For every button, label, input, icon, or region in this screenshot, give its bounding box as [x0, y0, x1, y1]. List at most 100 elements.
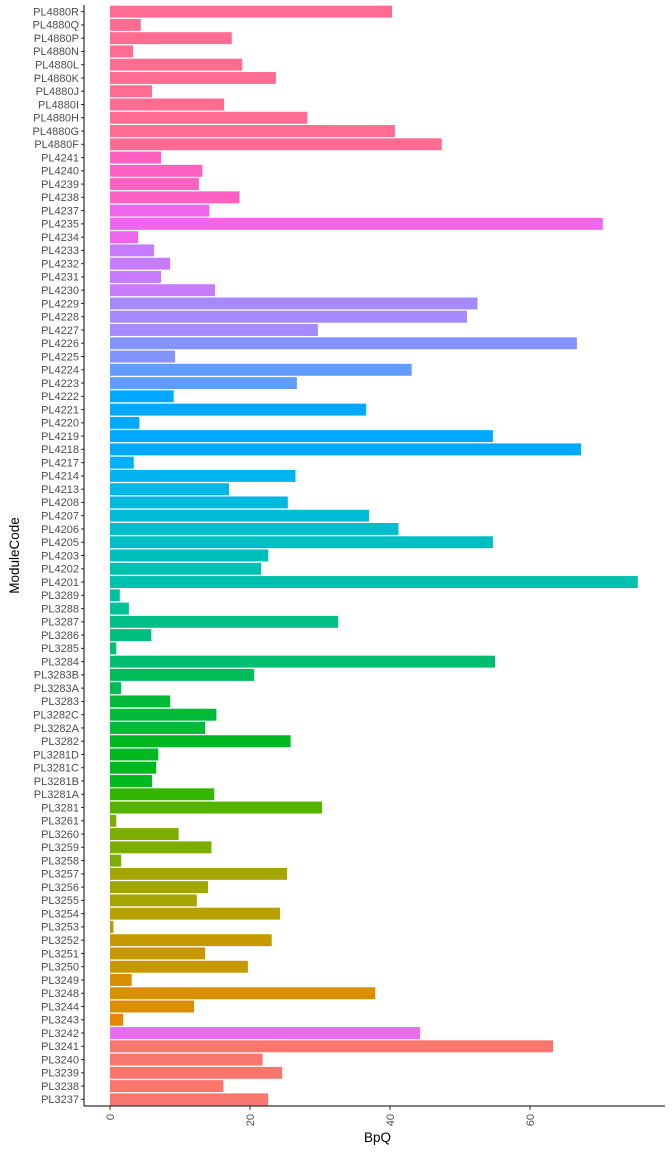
y-tick-label: PL4219 [41, 431, 79, 443]
bar-pl3286 [110, 629, 152, 642]
y-tick-label: PL4230 [41, 285, 79, 297]
bar-pl4207 [110, 509, 369, 522]
y-tick-label: PL4240 [41, 166, 79, 178]
y-tick-label: PL3259 [41, 842, 79, 854]
y-tick-label: PL4202 [41, 564, 79, 576]
bar-pl3259 [110, 841, 212, 854]
y-tick-label: PL3253 [41, 922, 79, 934]
bar-pl4219 [110, 430, 493, 443]
y-tick-label: PL4880F [34, 139, 79, 151]
y-tick-label: PL3248 [41, 988, 79, 1000]
y-tick-label: PL3287 [41, 617, 79, 629]
x-tick-label: 60 [525, 1114, 537, 1126]
bar-pl4880r [110, 5, 393, 18]
bar-pl4218 [110, 443, 582, 456]
y-tick-label: PL4880K [34, 73, 80, 85]
bar-pl3261 [110, 814, 117, 827]
y-tick-label: PL4231 [41, 272, 79, 284]
y-tick-label: PL3250 [41, 962, 79, 974]
y-tick-label: PL4235 [41, 219, 79, 231]
bar-pl3283a [110, 682, 122, 695]
bar-pl4880f [110, 138, 442, 151]
y-tick-label: PL4223 [41, 378, 79, 390]
y-tick-label: PL4880L [35, 59, 79, 71]
bar-pl4880g [110, 125, 395, 137]
bar-pl4880h [110, 111, 308, 124]
y-tick-label: PL4233 [41, 245, 79, 257]
y-tick-label: PL4880J [36, 86, 79, 98]
bar-pl4238 [110, 191, 240, 204]
y-tick-label: PL3256 [41, 882, 79, 894]
y-tick-label: PL4880Q [33, 20, 80, 32]
bar-pl3248 [110, 987, 376, 1000]
y-tick-label: PL4880P [34, 33, 79, 45]
y-tick-label: PL3281D [33, 749, 79, 761]
bar-pl3251 [110, 947, 206, 960]
y-tick-label: PL4224 [41, 365, 79, 377]
y-tick-label: PL4238 [41, 192, 79, 204]
bar-pl4208 [110, 496, 288, 509]
y-tick-label: PL3254 [41, 908, 79, 920]
y-tick-label: PL4228 [41, 312, 79, 324]
bar-pl4229 [110, 297, 478, 310]
y-tick-label: PL4232 [41, 258, 79, 270]
y-tick-label: PL3283B [34, 670, 79, 682]
y-tick-label: PL3281A [34, 789, 80, 801]
y-tick-label: PL3285 [41, 643, 79, 655]
y-tick-label: PL4205 [41, 537, 79, 549]
y-tick-label: PL3282C [33, 709, 79, 721]
bar-pl4203 [110, 549, 269, 562]
y-tick-label: PL3281 [41, 802, 79, 814]
bar-pl3255 [110, 894, 197, 907]
y-tick-label: PL3288 [41, 603, 79, 615]
bar-pl4201 [110, 576, 638, 588]
y-tick-label: PL3282 [41, 736, 79, 748]
bar-pl4880q [110, 18, 141, 31]
bar-pl4880i [110, 98, 225, 111]
y-tick-label: PL4880I [38, 99, 79, 111]
bar-pl4217 [110, 456, 134, 469]
bar-pl3282 [110, 735, 291, 748]
bar-pl4225 [110, 350, 176, 363]
bar-pl3240 [110, 1053, 263, 1066]
y-tick-label: PL3239 [41, 1068, 79, 1080]
y-tick-label: PL4206 [41, 524, 79, 536]
bar-pl3282c [110, 708, 217, 721]
y-tick-label: PL4222 [41, 391, 79, 403]
y-tick-label: PL3241 [41, 1041, 79, 1053]
bar-pl4226 [110, 337, 577, 350]
bar-pl4235 [110, 217, 603, 230]
bar-pl4880l [110, 58, 243, 71]
bar-pl3281a [110, 788, 215, 801]
bar-pl3238 [110, 1080, 224, 1093]
x-tick-label: 20 [245, 1114, 257, 1126]
bar-pl4202 [110, 562, 262, 575]
bar-pl4231 [110, 270, 162, 283]
y-tick-label: PL4218 [41, 444, 79, 456]
bar-pl4220 [110, 416, 140, 429]
y-axis-title: ModuleCode [7, 517, 22, 594]
y-tick-label: PL3249 [41, 975, 79, 987]
y-tick-label: PL4237 [41, 205, 79, 217]
bar-pl3239 [110, 1066, 283, 1079]
x-axis-title: BpQ [364, 1130, 391, 1145]
y-tick-label: PL3251 [41, 948, 79, 960]
y-tick-label: PL3258 [41, 855, 79, 867]
y-tick-label: PL4880H [33, 113, 79, 125]
y-tick-label: PL3238 [41, 1081, 79, 1093]
y-tick-label: PL3257 [41, 869, 79, 881]
y-tick-label: PL3243 [41, 1015, 79, 1027]
bar-pl3256 [110, 881, 208, 894]
y-tick-label: PL4203 [41, 550, 79, 562]
bar-pl4234 [110, 231, 138, 244]
bar-pl4241 [110, 151, 162, 164]
y-tick-label: PL3281C [33, 763, 79, 775]
y-tick-label: PL4207 [41, 511, 79, 523]
bar-pl3283 [110, 695, 171, 708]
bar-pl3254 [110, 907, 281, 920]
y-tick-label: PL4221 [41, 404, 79, 416]
bar-pl3285 [110, 642, 117, 655]
x-tick-label: 40 [385, 1114, 397, 1126]
y-tick-label: PL3283A [34, 683, 80, 695]
